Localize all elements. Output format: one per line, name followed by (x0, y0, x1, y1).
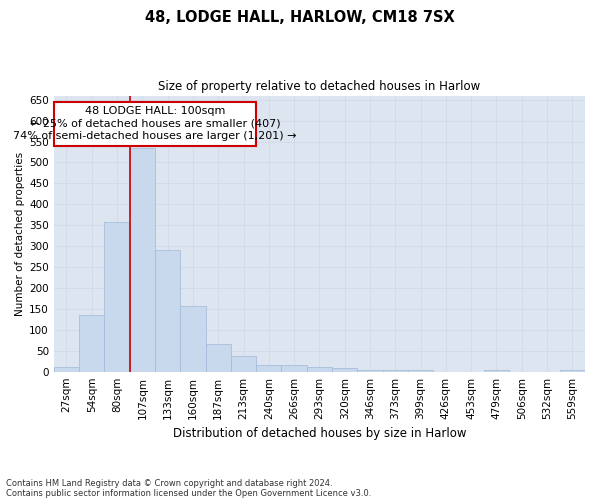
Bar (358, 370, 383, 372)
Bar (79, 315, 104, 372)
Bar (281, 366, 307, 372)
Title: Size of property relative to detached houses in Harlow: Size of property relative to detached ho… (158, 80, 481, 93)
Bar (130, 148, 155, 372)
Y-axis label: Number of detached properties: Number of detached properties (15, 152, 25, 316)
Bar (408, 370, 433, 372)
Bar (54, 368, 79, 372)
Bar (256, 364, 281, 372)
Bar (560, 370, 585, 372)
Bar (383, 370, 408, 372)
Bar (104, 222, 130, 372)
Text: 48, LODGE HALL, HARLOW, CM18 7SX: 48, LODGE HALL, HARLOW, CM18 7SX (145, 10, 455, 25)
Text: ← 25% of detached houses are smaller (407): ← 25% of detached houses are smaller (40… (30, 118, 281, 128)
X-axis label: Distribution of detached houses by size in Harlow: Distribution of detached houses by size … (173, 427, 466, 440)
Text: 74% of semi-detached houses are larger (1,201) →: 74% of semi-detached houses are larger (… (13, 130, 297, 140)
Text: Contains HM Land Registry data © Crown copyright and database right 2024.: Contains HM Land Registry data © Crown c… (6, 478, 332, 488)
Bar (180, 306, 206, 372)
Bar (155, 250, 180, 372)
Bar (307, 368, 332, 372)
Bar (231, 356, 256, 372)
Bar (484, 370, 509, 372)
Bar (206, 344, 231, 371)
Bar (332, 368, 358, 372)
Text: 48 LODGE HALL: 100sqm: 48 LODGE HALL: 100sqm (85, 106, 226, 116)
Text: Contains public sector information licensed under the Open Government Licence v3: Contains public sector information licen… (6, 488, 371, 498)
